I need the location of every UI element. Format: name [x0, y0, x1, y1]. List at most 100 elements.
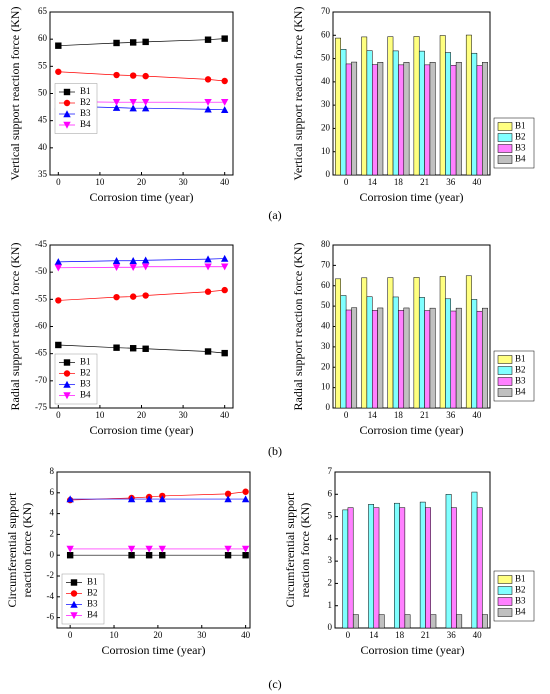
- x-tick-label: 14: [368, 410, 378, 420]
- x-tick-label: 0: [68, 630, 73, 640]
- series-line: [58, 258, 225, 263]
- bar: [394, 502, 400, 629]
- data-point: [221, 77, 228, 85]
- x-tick-label: 40: [472, 177, 482, 187]
- legend-label: B3: [515, 143, 526, 153]
- data-point: [129, 264, 137, 271]
- y-tick-label: 3: [328, 555, 333, 565]
- legend-marker: [70, 612, 78, 620]
- x-tick-label: 21: [420, 410, 429, 420]
- bar: [392, 296, 399, 409]
- x-tick-label: 0: [344, 410, 349, 420]
- bar: [445, 494, 452, 629]
- bar: [335, 278, 341, 409]
- y-tick-label: 4: [328, 533, 333, 543]
- data-point: [141, 263, 150, 271]
- bar: [413, 277, 420, 409]
- x-tick-label: 40: [473, 630, 483, 640]
- data-point: [142, 38, 149, 46]
- data-point: [242, 488, 249, 495]
- series-line: [58, 38, 225, 47]
- data-point: [242, 552, 249, 559]
- data-point: [224, 545, 232, 553]
- plot-frame: [334, 471, 491, 629]
- data-point: [220, 263, 229, 271]
- bar: [482, 614, 488, 629]
- y-tick-label: -2: [47, 570, 55, 580]
- data-point: [224, 495, 232, 503]
- y-tick-label: 5: [328, 511, 333, 521]
- bar: [482, 62, 488, 176]
- y-axis-label: Radial support reaction force (KN): [291, 243, 305, 411]
- legend-label: B1: [515, 574, 526, 584]
- data-point: [129, 104, 137, 112]
- bar: [476, 507, 483, 629]
- x-tick-label: 14: [368, 177, 378, 187]
- series-line: [58, 266, 225, 269]
- data-point: [112, 98, 121, 106]
- panel-label: (a): [268, 208, 281, 222]
- legend-label: B3: [80, 379, 91, 389]
- y-tick-label: 60: [38, 33, 48, 43]
- y-tick-label: 40: [321, 321, 331, 331]
- y-tick-label: -75: [35, 402, 47, 412]
- y-tick-label: 40: [38, 142, 48, 152]
- series-line: [58, 71, 225, 82]
- data-point: [141, 98, 150, 106]
- bar: [429, 62, 436, 176]
- y-tick-label: 55: [38, 60, 48, 70]
- data-point: [127, 495, 136, 503]
- data-point: [129, 257, 137, 264]
- data-point: [113, 71, 120, 79]
- bar: [387, 36, 394, 176]
- legend-marker: [70, 590, 78, 597]
- bar: [455, 307, 462, 409]
- y-tick-label: 45: [38, 115, 48, 125]
- plot-frame: [56, 471, 251, 629]
- y-tick-label: 20: [321, 361, 331, 371]
- bar: [352, 614, 359, 629]
- data-point: [221, 286, 228, 294]
- legend-label: B4: [515, 607, 526, 617]
- legend-label: B3: [515, 376, 526, 386]
- legend-label: B1: [80, 357, 91, 367]
- bar: [361, 36, 368, 176]
- data-point: [204, 36, 212, 43]
- data-point: [55, 341, 62, 349]
- series-line: [58, 344, 225, 354]
- data-point: [141, 256, 150, 264]
- x-tick-label: 40: [220, 177, 230, 187]
- y-tick-label: 40: [321, 76, 331, 86]
- y-tick-label: 20: [321, 122, 331, 132]
- x-tick-label: 18: [394, 410, 404, 420]
- y-tick-label: 30: [321, 99, 331, 109]
- bar: [455, 62, 462, 176]
- y-tick-label: 50: [38, 88, 48, 98]
- series-line: [58, 101, 225, 103]
- x-tick-label: 21: [420, 177, 429, 187]
- data-point: [158, 545, 166, 553]
- x-tick-label: 40: [472, 410, 482, 420]
- bar: [424, 64, 431, 176]
- y-tick-label: 2: [328, 577, 333, 587]
- data-point: [159, 552, 166, 559]
- legend-swatch: [497, 355, 513, 364]
- bar: [347, 507, 354, 629]
- x-tick-label: 36: [446, 177, 456, 187]
- legend-label: B2: [87, 588, 98, 598]
- x-tick-label: 40: [241, 630, 251, 640]
- y-tick-label: 0: [326, 402, 331, 412]
- legend-swatch: [497, 608, 513, 617]
- bar: [351, 61, 358, 176]
- bar: [482, 307, 488, 409]
- data-point: [204, 105, 212, 113]
- y-tick-label: 70: [321, 6, 331, 16]
- data-point: [113, 39, 120, 47]
- bar: [471, 299, 478, 409]
- data-point: [54, 258, 63, 266]
- y-tick-label: 30: [321, 341, 331, 351]
- data-point: [158, 495, 166, 503]
- y-tick-label: 2: [50, 528, 55, 538]
- legend-swatch: [497, 133, 513, 142]
- panel-label: (b): [268, 444, 282, 458]
